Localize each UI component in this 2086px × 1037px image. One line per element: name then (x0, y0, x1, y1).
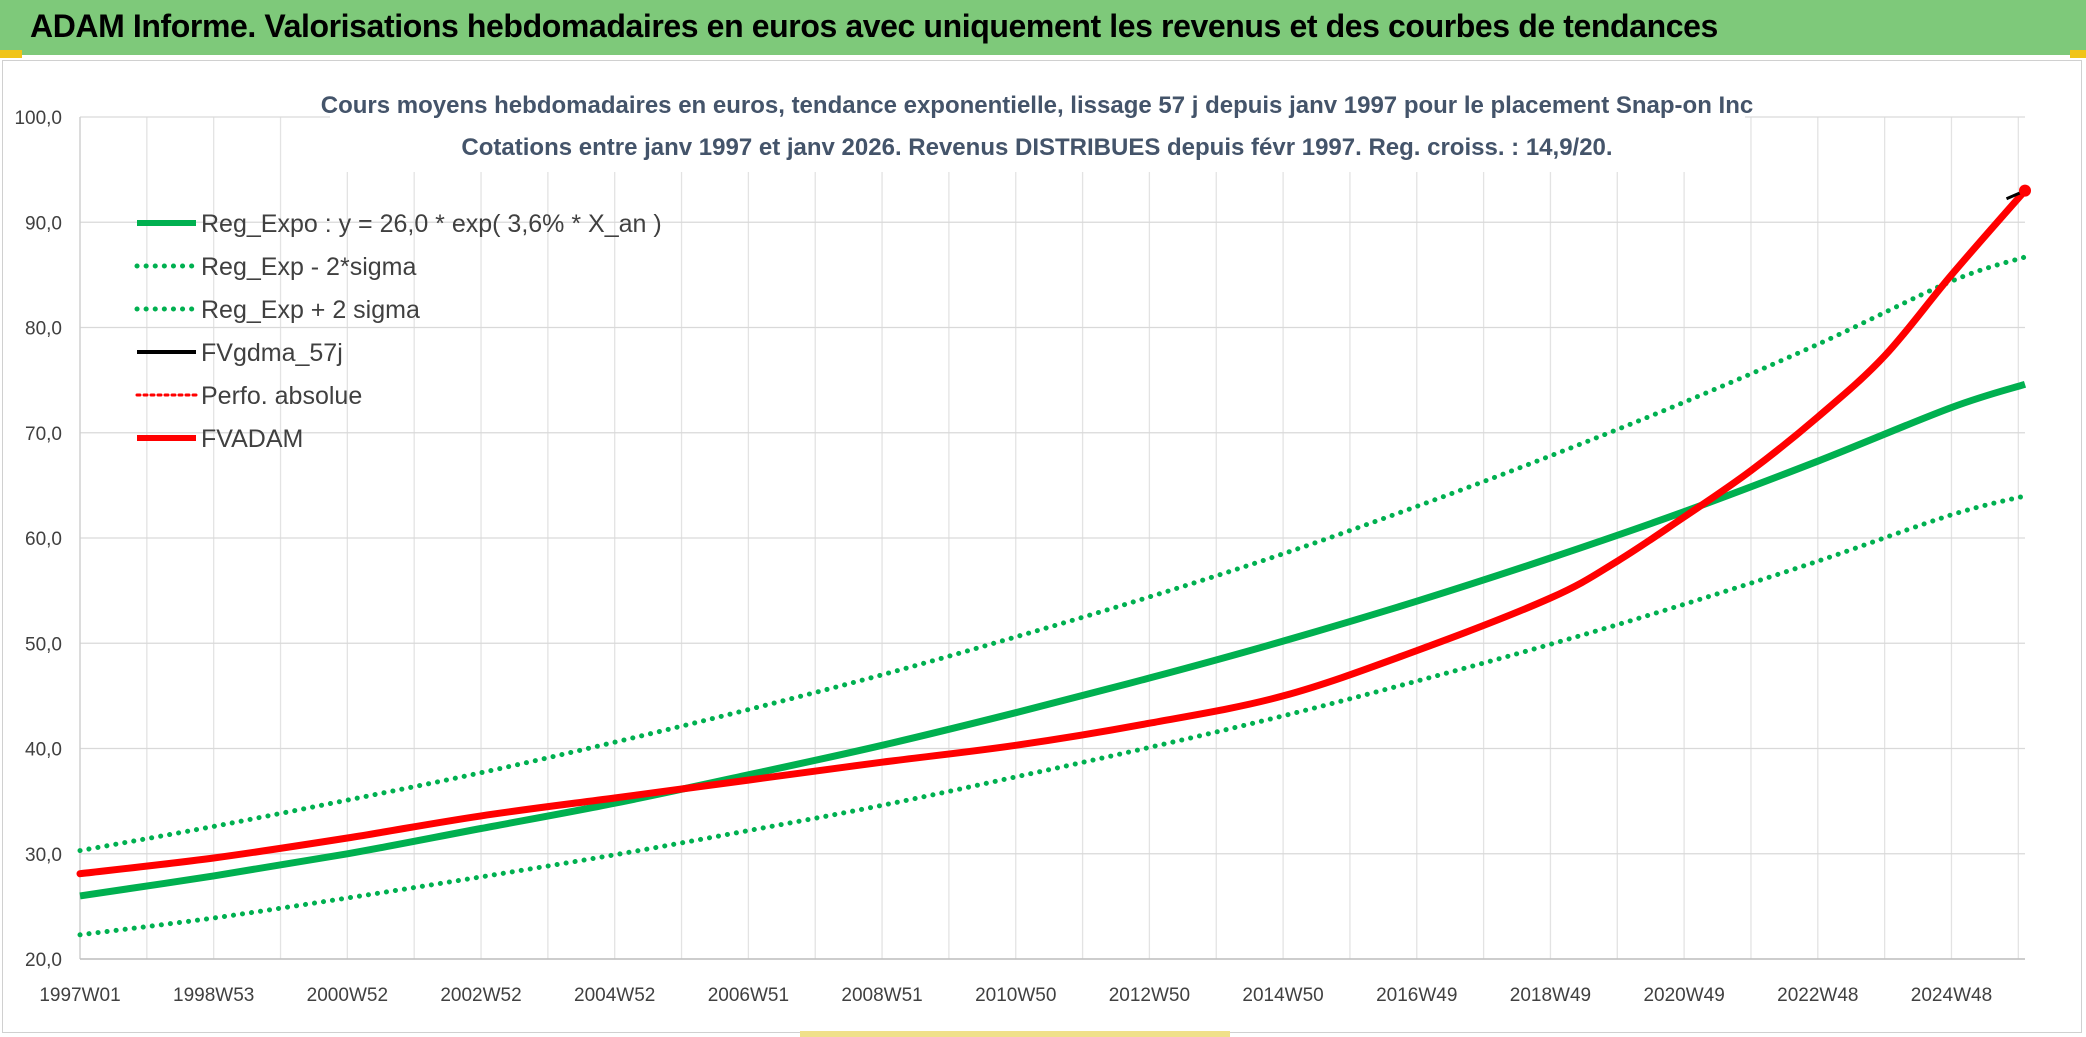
bottom-accent (800, 1031, 1230, 1037)
chart-series (76, 184, 2031, 938)
x-tick-label: 2010W50 (975, 985, 1056, 1006)
legend-label: Perfo. absolue (201, 382, 362, 410)
x-tick-label: 2012W50 (1109, 985, 1190, 1006)
title-background (330, 90, 1745, 172)
x-tick-label: 2024W48 (1911, 985, 1992, 1006)
chart-legend: Reg_Expo : y = 26,0 * exp( 3,6% * X_an )… (134, 210, 662, 453)
series-5-line (76, 187, 2029, 878)
series-5-endpoint (2019, 184, 2031, 197)
y-axis-ticks: 20,0 30,0 40,0 50,0 60,0 70,0 80,0 90,0 100,0 (14, 108, 62, 971)
report-title: ADAM Informe. Valorisations hebdomadaire… (30, 8, 1718, 44)
series-4-line (78, 189, 2027, 876)
y-tick-label: 70,0 (25, 424, 62, 445)
series-2-line (77, 254, 2028, 854)
y-tick-label: 40,0 (25, 740, 62, 761)
chart-title: Cours moyens hebdomadaires en euros, ten… (321, 92, 1753, 119)
y-tick-label: 80,0 (25, 319, 62, 340)
legend-label: Reg_Exp - 2*sigma (201, 253, 416, 281)
y-tick-label: 90,0 (25, 213, 62, 234)
x-tick-label: 2018W49 (1510, 985, 1591, 1006)
y-tick-label: 60,0 (25, 529, 62, 550)
banner-accent-right (2070, 50, 2086, 58)
x-tick-label: 2014W50 (1242, 985, 1323, 1006)
x-tick-label: 2020W49 (1643, 985, 1724, 1006)
y-tick-label: 20,0 (25, 950, 62, 971)
legend-label: FVgdma_57j (201, 339, 343, 367)
series-0-line (79, 380, 2027, 900)
x-tick-label: 2000W52 (307, 985, 388, 1006)
x-tick-label: 2008W51 (841, 985, 922, 1006)
legend-label: FVADAM (201, 425, 303, 453)
x-tick-label: 2002W52 (440, 985, 521, 1006)
legend-label: Reg_Expo : y = 26,0 * exp( 3,6% * X_an ) (201, 210, 662, 238)
x-tick-label: 1998W53 (173, 985, 254, 1006)
x-tick-label: 1997W01 (39, 985, 120, 1006)
x-axis-ticks: 1997W01 1998W53 2000W52 2002W52 2004W52 2006W… (39, 985, 1992, 1006)
x-tick-label: 2022W48 (1777, 985, 1858, 1006)
x-tick-label: 2006W51 (708, 985, 789, 1006)
y-tick-label: 30,0 (25, 845, 62, 866)
chart-subtitle: Cotations entre janv 1997 et janv 2026. … (461, 134, 1612, 161)
x-tick-label: 2016W49 (1376, 985, 1457, 1006)
x-tick-label: 2004W52 (574, 985, 655, 1006)
report-banner: ADAM Informe. Valorisations hebdomadaire… (0, 0, 2086, 55)
series-1-line (77, 493, 2028, 938)
banner-accent-left (0, 50, 22, 58)
legend-label: Reg_Exp + 2 sigma (201, 296, 420, 324)
y-tick-label: 50,0 (25, 634, 62, 655)
chart-grid (79, 116, 2025, 960)
y-tick-label: 100,0 (14, 108, 62, 129)
series-3-line (79, 189, 2027, 876)
